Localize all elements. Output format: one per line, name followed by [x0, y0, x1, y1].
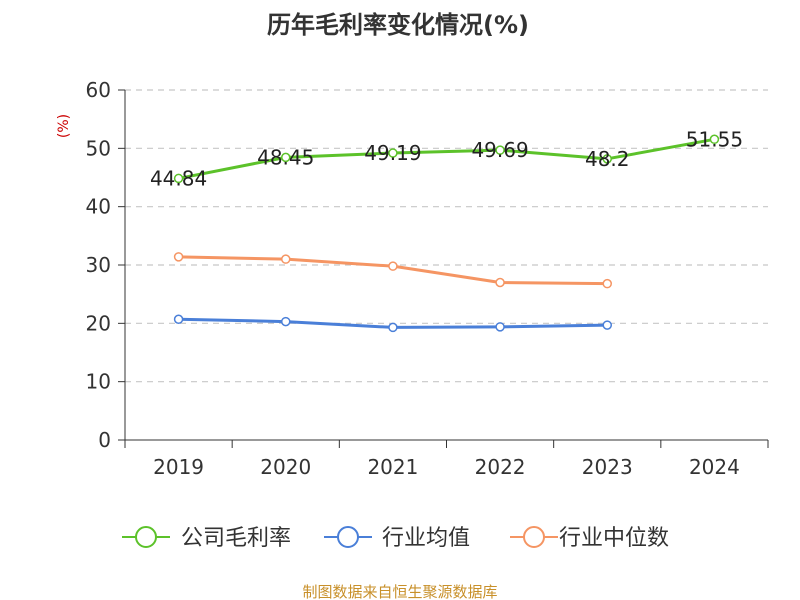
data-label-2023: 48.2 [585, 147, 630, 171]
data-label-2022: 49.69 [471, 138, 528, 162]
source-note: 制图数据来自恒生聚源数据库 [302, 583, 497, 600]
x-tick-label-2024: 2024 [689, 455, 740, 479]
y-tick-label-0: 0 [98, 428, 111, 452]
point-1-2019 [173, 314, 184, 324]
point-0-2019 [173, 173, 184, 184]
series-line-0 [178, 137, 715, 180]
legend-label-2: 行业中位数 [559, 526, 669, 551]
data-label-2019: 44.84 [150, 166, 207, 190]
x-tick-labels: 2019 2020 2021 2022 2023 2024 [153, 455, 740, 479]
y-tick-label-10: 10 [86, 370, 111, 394]
legend-marker-1 [337, 526, 359, 548]
point-0-2021 [388, 148, 398, 158]
y-tick-label-40: 40 [86, 195, 111, 219]
point-0-2024 [709, 134, 720, 145]
point-1-2021 [388, 322, 398, 333]
point-1-2022 [495, 322, 505, 332]
axes [118, 89, 769, 448]
legend-marker-0 [135, 526, 157, 548]
grid-lines [125, 89, 768, 383]
point-2-2019 [173, 252, 184, 262]
y-tick-label-20: 20 [86, 311, 111, 335]
legend: 公司毛利率 行业均值 行业中位数 [122, 526, 669, 551]
point-1-2020 [281, 316, 291, 327]
point-2-2023 [602, 278, 612, 289]
y-axis-label: (%) [56, 114, 72, 138]
y-tick-label-50: 50 [86, 136, 111, 160]
point-0-2022 [495, 145, 505, 155]
y-tick-labels: 0 10 20 30 40 50 60 [86, 78, 111, 452]
series-lines [173, 134, 720, 333]
point-0-2020 [281, 152, 291, 163]
legend-label-0: 公司毛利率 [181, 526, 291, 551]
x-tick-label-2023: 2023 [582, 455, 633, 479]
chart-title: 历年毛利率变化情况(%) [267, 11, 529, 39]
x-tick-label-2021: 2021 [367, 455, 418, 479]
point-1-2023 [602, 320, 612, 330]
data-label-2024: 51.55 [686, 127, 743, 151]
y-tick-label-30: 30 [86, 253, 111, 277]
point-2-2021 [388, 261, 398, 271]
x-tick-label-2019: 2019 [153, 455, 204, 479]
point-2-2020 [281, 254, 291, 264]
data-labels: 44.84 48.45 49.19 49.69 48.2 51.55 [150, 127, 743, 190]
point-0-2023 [602, 154, 612, 164]
legend-label-1: 行业均值 [382, 526, 470, 551]
point-2-2022 [495, 277, 505, 288]
x-tick-label-2022: 2022 [475, 455, 526, 479]
x-tick-label-2020: 2020 [260, 455, 311, 479]
data-label-2021: 49.19 [364, 141, 421, 165]
data-label-2020: 48.45 [257, 145, 314, 169]
legend-marker-2 [523, 526, 545, 548]
y-tick-label-60: 60 [86, 78, 111, 102]
